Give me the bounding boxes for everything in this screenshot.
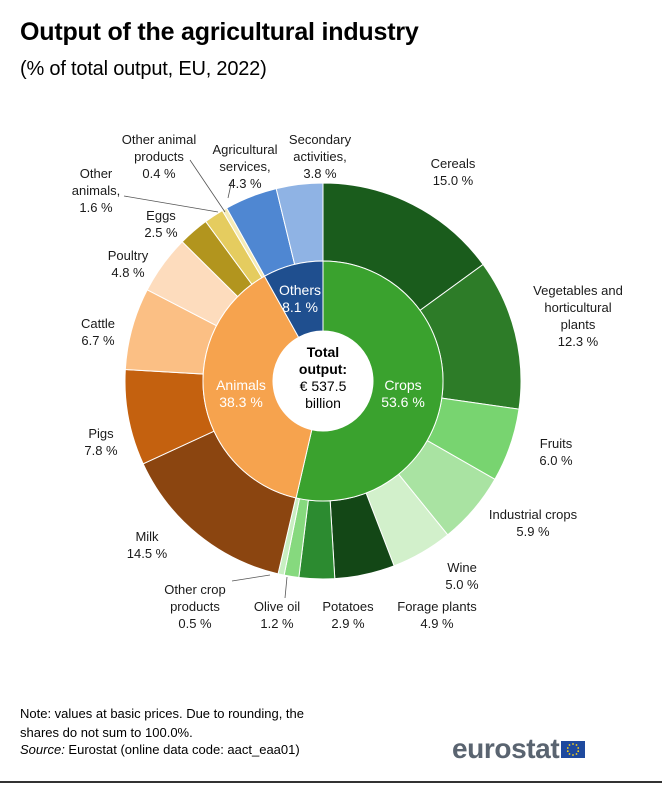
leader-line-other-animals <box>123 195 219 213</box>
note-line-2: shares do not sum to 100.0%. <box>20 725 193 740</box>
center-hole <box>273 331 373 431</box>
outer-label-pigs: Pigs 7.8 % <box>84 426 118 458</box>
outer-label-olive-oil: Olive oil 1.2 % <box>254 599 300 631</box>
center-label-line-2: output: <box>299 361 347 377</box>
inner-labels: Crops 53.6 % Animals 38.3 % Others 8.1 % <box>216 282 425 410</box>
sunburst-chart: Crops 53.6 % Animals 38.3 % Others 8.1 % Cere… <box>72 132 623 631</box>
leader-line-olive-oil <box>284 576 288 599</box>
outer-label-poultry: Poultry 4.8 % <box>108 248 149 280</box>
outer-label-potatoes: Potatoes 2.9 % <box>322 599 374 631</box>
note-line-1: Note: values at basic prices. Due to rou… <box>20 706 304 721</box>
center-label-line-4: billion <box>305 395 341 411</box>
inner-label-crops: Crops 53.6 % <box>381 377 425 410</box>
inner-slice-others <box>263 260 324 339</box>
eurostat-logo: eurostat <box>452 733 586 764</box>
source-line: Source: Eurostat (online data code: aact… <box>20 742 300 757</box>
center-label-line-1: Total <box>307 344 339 360</box>
outer-label-other-animals: Other animals, 1.6 % <box>72 166 120 215</box>
leader-line-agricultural-services <box>227 179 233 199</box>
outer-label-vegetables-and-horticultural-plants: Vegetables and horticultural plants 12.3 % <box>533 283 623 349</box>
outer-label-agricultural-services: Agricultural services, 4.3 % <box>212 142 277 191</box>
outer-label-secondary-activities: Secondary activities, 3.8 % <box>289 132 352 181</box>
leader-line-other-crop-products <box>231 574 271 582</box>
inner-label-animals: Animals 38.3 % <box>216 377 266 410</box>
outer-label-cereals: Cereals 15.0 % <box>431 156 476 188</box>
outer-label-eggs: Eggs 2.5 % <box>144 208 178 240</box>
outer-labels: Cereals 15.0 % Vegetables and horticultural… <box>72 132 623 631</box>
source-text: Eurostat (online data code: aact_eaa01) <box>64 742 300 757</box>
outer-label-milk: Milk 14.5 % <box>127 529 168 561</box>
outer-label-cattle: Cattle 6.7 % <box>81 316 115 348</box>
inner-label-others: Others 8.1 % <box>279 282 321 315</box>
chart-note: Note: values at basic prices. Due to rou… <box>20 704 304 742</box>
inner-ring <box>202 260 444 502</box>
eu-flag-icon <box>561 740 586 758</box>
source-prefix: Source: <box>20 742 65 757</box>
outer-label-other-animal-products: Other animal products 0.4 % <box>122 132 197 181</box>
outer-label-other-crop-products: Other crop products 0.5 % <box>164 582 225 631</box>
center-label-line-3: € 537.5 <box>300 378 347 394</box>
outer-label-industrial-crops: Industrial crops 5.9 % <box>489 507 578 539</box>
outer-label-fruits: Fruits 6.0 % <box>539 436 573 468</box>
leader-lines <box>123 159 288 599</box>
chart-title: Output of the agricultural industry <box>20 18 419 46</box>
outer-label-forage-plants: Forage plants 4.9 % <box>397 599 477 631</box>
outer-ring <box>124 182 522 580</box>
leader-line-other-animal-products <box>189 159 226 213</box>
eurostat-wordmark: eurostat <box>452 733 560 764</box>
bottom-rule <box>0 781 662 783</box>
outer-label-wine: Wine 5.0 % <box>445 560 479 592</box>
chart-subtitle: (% of total output, EU, 2022) <box>20 58 267 80</box>
